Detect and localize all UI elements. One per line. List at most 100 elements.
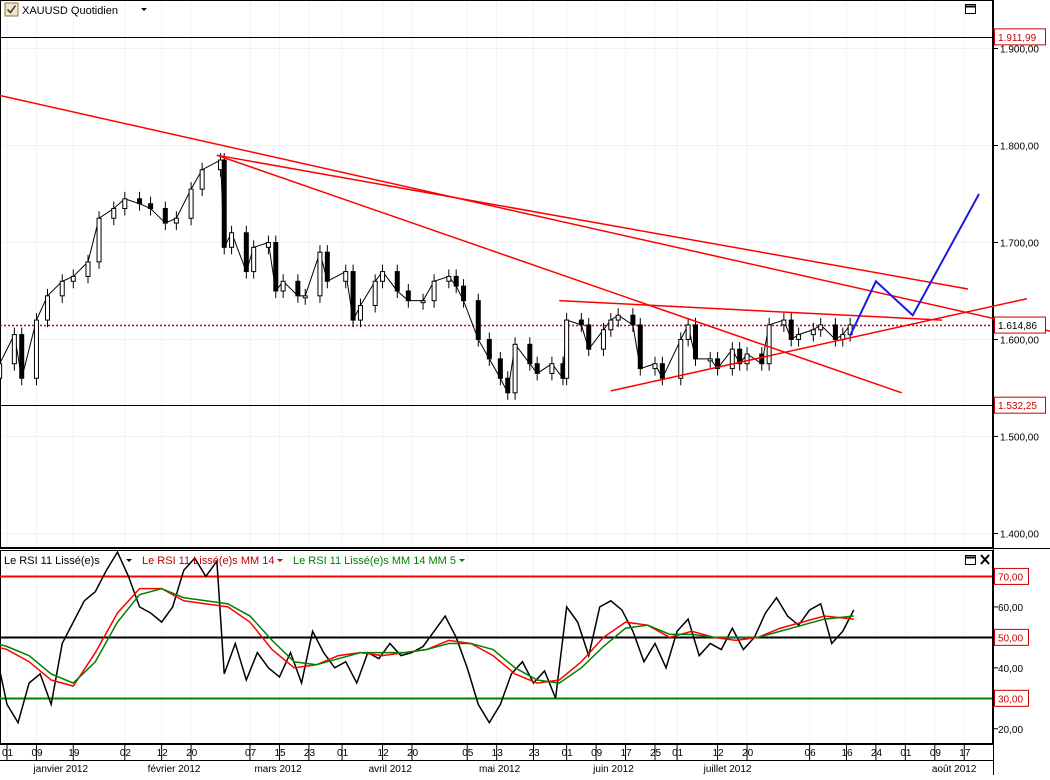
candle-body	[527, 343, 533, 365]
candle-body	[405, 290, 411, 302]
candle-body	[96, 217, 102, 263]
candle-body	[162, 208, 168, 224]
x-tick-label: 09	[930, 748, 942, 759]
candle-body	[380, 271, 386, 282]
rsi-legend[interactable]: Le RSI 11 Lissé(e)s Le RSI 11 Lissé(e)s …	[4, 555, 465, 567]
candle-body	[652, 363, 658, 370]
x-tick-label: 01	[2, 748, 14, 759]
x-tick-label: 16	[841, 748, 853, 759]
rsi-y-tick-label: 20,00	[998, 725, 1023, 736]
rsi-y-tick-label: 40,00	[998, 664, 1023, 675]
candle-body	[453, 275, 459, 287]
price-label: 1.532,25	[998, 401, 1037, 412]
price-label-box	[994, 28, 1046, 46]
candle-body	[295, 280, 301, 297]
candle-body	[265, 241, 271, 248]
checkbox-icon[interactable]	[4, 2, 19, 17]
candle-body	[608, 319, 614, 331]
x-tick-label: 17	[959, 748, 971, 759]
y-tick-label: 1.700,00	[1000, 238, 1039, 249]
symbol-selector[interactable]: XAUUSD Quotidien	[4, 2, 147, 17]
trendlines[interactable]	[0, 92, 1050, 394]
rsi-mm14-legend-label[interactable]: Le RSI 11 Lissé(e)s MM 14	[142, 555, 274, 567]
candle-body	[324, 251, 330, 282]
candle-body	[796, 334, 802, 340]
candle-body	[578, 319, 584, 326]
candle-body	[729, 348, 735, 370]
candle-body	[11, 334, 17, 365]
month-label: avril 2012	[369, 764, 413, 775]
rsi-mm14-mm5-legend-label[interactable]: Le RSI 11 Lissé(e)s MM 14 MM 5	[293, 555, 456, 567]
price-label: 1.614,86	[998, 321, 1037, 332]
trendline[interactable]	[0, 92, 1050, 354]
x-tick-label: 12	[713, 748, 725, 759]
x-tick-label: 01	[672, 748, 684, 759]
x-tick-label: 01	[900, 748, 912, 759]
candle-body	[280, 280, 286, 292]
symbol-label[interactable]: XAUUSD Quotidien	[22, 5, 118, 17]
candle-body	[394, 271, 400, 292]
x-tick-label: 20	[407, 748, 419, 759]
rsi-level-label-box	[994, 689, 1029, 707]
candle-body	[251, 246, 257, 273]
price-label-box	[994, 316, 1046, 334]
month-label: mai 2012	[479, 764, 521, 775]
rsi-level-label-box	[994, 567, 1029, 585]
chevron-down-icon[interactable]	[141, 8, 147, 11]
candle-body	[832, 324, 838, 340]
month-label: janvier 2012	[33, 764, 89, 775]
month-label: février 2012	[148, 764, 201, 775]
maximize-icon[interactable]	[965, 4, 976, 14]
maximize-icon[interactable]	[965, 555, 976, 565]
rsi-line	[0, 550, 855, 725]
candle-body	[678, 338, 684, 379]
x-tick-label: 07	[245, 748, 257, 759]
price-maximize-button[interactable]	[965, 4, 976, 14]
chevron-down-icon[interactable]	[277, 559, 283, 562]
candle-body	[600, 329, 606, 350]
x-tick-label: 09	[31, 748, 43, 759]
month-label: juillet 2012	[703, 764, 752, 775]
chevron-down-icon[interactable]	[126, 559, 132, 562]
rsi-maximize-button[interactable]	[965, 555, 976, 565]
candle-body	[475, 300, 481, 340]
trendline[interactable]	[216, 154, 902, 394]
candle-body	[549, 363, 555, 374]
projection-line[interactable]	[849, 193, 980, 337]
trendline[interactable]	[216, 154, 969, 290]
candle-body	[744, 353, 750, 365]
candle-body	[737, 348, 743, 365]
candle-body	[431, 280, 437, 302]
y-tick-label: 1.400,00	[1000, 529, 1039, 540]
x-tick-label: 20	[742, 748, 754, 759]
candle-body	[173, 217, 179, 224]
candle-body	[810, 329, 816, 336]
x-tick-label: 09	[591, 748, 603, 759]
rsi-close-button[interactable]	[980, 554, 990, 565]
close-icon[interactable]	[980, 554, 990, 565]
candle-body	[534, 363, 540, 374]
rsi-legend-label[interactable]: Le RSI 11 Lissé(e)s	[4, 555, 100, 567]
price-series	[0, 37, 992, 406]
candle-body	[685, 324, 691, 340]
candle-body	[199, 169, 205, 190]
trendline[interactable]	[559, 299, 943, 321]
candle-body	[637, 324, 643, 370]
candle-body	[45, 295, 50, 321]
grid-lines	[1, 1, 992, 743]
candle-body	[111, 208, 117, 219]
chevron-down-icon[interactable]	[459, 559, 465, 562]
x-tick-label: 01	[562, 748, 574, 759]
candle-body	[350, 271, 356, 321]
candle-body	[229, 232, 235, 248]
month-label: août 2012	[932, 764, 977, 775]
candle-body	[512, 343, 518, 394]
candle-body	[818, 324, 824, 331]
candle-body	[707, 358, 713, 362]
projection-path[interactable]	[849, 193, 980, 337]
x-tick-label: 17	[621, 748, 633, 759]
candle-body	[122, 198, 128, 210]
candle-body	[317, 251, 323, 297]
trendline[interactable]	[610, 298, 1028, 392]
